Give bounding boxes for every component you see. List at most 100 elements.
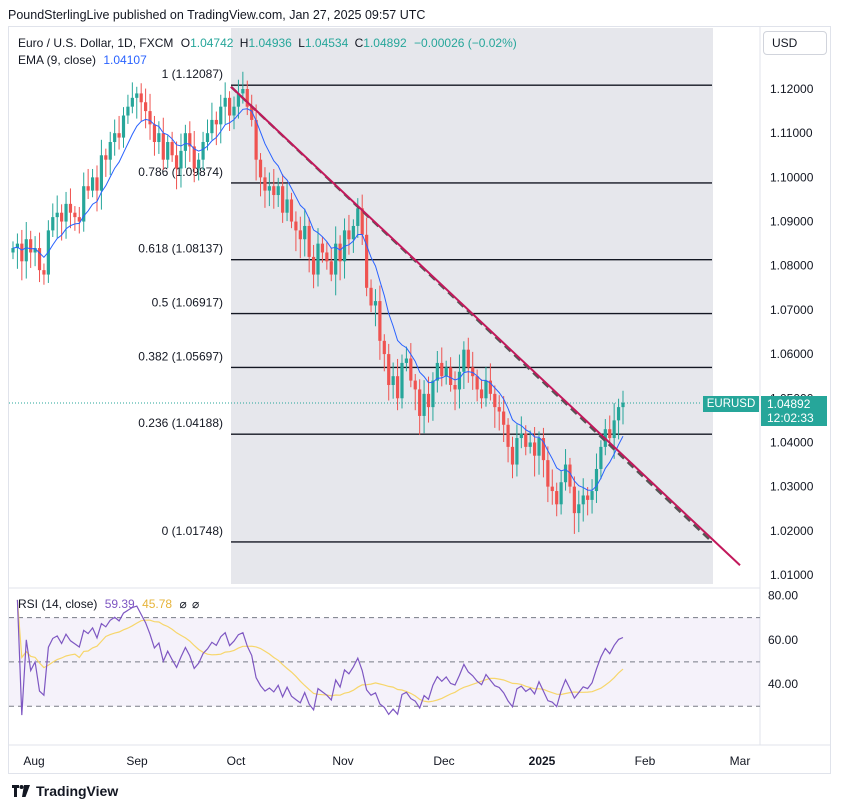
fib-level-label: 0.5 (1.06917) — [152, 296, 223, 310]
candle-body — [431, 380, 435, 408]
last-price: 1.04892 — [767, 397, 811, 411]
time-axis-tick: Oct — [227, 754, 246, 768]
fib-level-label: 0.382 (1.05697) — [138, 349, 223, 363]
candle-body — [11, 248, 15, 253]
candle-body — [351, 225, 355, 240]
candle-body — [510, 446, 515, 465]
candle-body — [365, 234, 369, 288]
candle-body — [608, 429, 612, 439]
rsi-label: RSI (14, close) — [18, 597, 98, 611]
candle-body — [205, 133, 210, 143]
candle-body — [263, 177, 267, 191]
price-axis-tick: 1.10000 — [770, 170, 814, 184]
candle-body — [51, 217, 55, 231]
candle-body — [139, 93, 143, 103]
candle-body — [285, 199, 289, 213]
price-axis-tick: 1.04000 — [770, 435, 814, 449]
price-axis-tick: 1.06000 — [770, 347, 814, 361]
candle-body — [210, 119, 214, 134]
candle-body — [378, 301, 382, 341]
change-value: −0.00026 (−0.02%) — [414, 36, 517, 50]
candle-body — [586, 495, 590, 500]
tradingview-logo-icon — [12, 785, 30, 797]
candle-body — [152, 124, 157, 143]
candle-body — [387, 354, 391, 386]
candle-body — [325, 252, 329, 262]
rsi-line — [16, 599, 624, 716]
currency-button[interactable]: USD — [763, 31, 827, 55]
fib-level-label: 0 (1.01748) — [162, 524, 223, 538]
rsi-axis-tick: 80.00 — [768, 588, 798, 602]
candle-body — [135, 93, 139, 98]
time-axis-tick: Dec — [433, 754, 454, 768]
candle-body — [188, 133, 192, 147]
price-badge: 1.04892 12:02:33 — [761, 396, 827, 426]
footer-brand[interactable]: TradingView — [12, 783, 118, 799]
ema-label: EMA (9, close) — [18, 53, 97, 67]
candle-body — [183, 133, 187, 151]
candle-body — [197, 159, 201, 169]
candle-body — [281, 186, 285, 213]
candle-body — [466, 349, 470, 368]
candle-body — [272, 186, 276, 196]
candle-body — [541, 438, 546, 461]
fib-level-label: 1 (1.12087) — [162, 67, 223, 81]
time-axis-tick: Nov — [332, 754, 353, 768]
candle-body — [453, 385, 457, 390]
footer-brand-label: TradingView — [36, 783, 119, 799]
candle-body — [276, 186, 280, 196]
publish-line: PoundSterlingLive published on TradingVi… — [8, 8, 426, 22]
candle-body — [373, 301, 378, 306]
candle-body — [616, 407, 621, 421]
candle-body — [90, 177, 95, 191]
candle-body — [334, 243, 338, 275]
price-axis-tick: 1.07000 — [770, 303, 814, 317]
candle-body — [568, 464, 572, 487]
candle-body — [29, 239, 33, 253]
rsi-axis-tick: 60.00 — [768, 633, 798, 647]
candle-body — [409, 358, 413, 381]
candle-body — [126, 106, 130, 116]
candle-body — [471, 367, 475, 377]
candle-body — [42, 270, 46, 275]
chart-frame — [8, 26, 831, 774]
candle-body — [413, 380, 417, 390]
candle-body — [426, 393, 431, 408]
candle-body — [435, 362, 439, 381]
price-axis-tick: 1.11000 — [770, 126, 813, 140]
candle-body — [594, 468, 599, 492]
candle-body — [68, 203, 73, 213]
candle-body — [201, 142, 205, 160]
candle-body — [214, 119, 218, 125]
candle-body — [95, 177, 99, 191]
rsi-ma-line — [16, 599, 624, 703]
candle-body — [440, 362, 444, 377]
candle-body — [258, 159, 263, 178]
candle-body — [581, 495, 585, 505]
candle-body — [298, 230, 302, 240]
candle-body — [254, 119, 258, 160]
rsi-ma-value: 45.78 — [142, 597, 173, 611]
candle-body — [382, 340, 386, 355]
candle-body — [502, 411, 506, 425]
time-axis-tick: 2025 — [529, 754, 556, 768]
candle-body — [20, 243, 24, 262]
candle-body — [108, 142, 112, 160]
candle-body — [559, 482, 563, 505]
candle-body — [179, 150, 183, 169]
ema-line — [12, 108, 624, 491]
candle-body — [599, 446, 603, 469]
candle-body — [537, 438, 541, 456]
candle-body — [329, 261, 333, 275]
fib-level-label: 0.618 (1.08137) — [138, 242, 223, 256]
candle-body — [307, 225, 311, 257]
candle-body — [161, 133, 165, 160]
candle-body — [232, 106, 236, 116]
candle-body — [15, 243, 20, 249]
candle-body — [356, 208, 360, 226]
candle-body — [391, 376, 395, 386]
price-axis-tick: 1.03000 — [770, 480, 814, 494]
candle-body — [444, 367, 448, 377]
rsi-value: 59.39 — [104, 597, 135, 611]
